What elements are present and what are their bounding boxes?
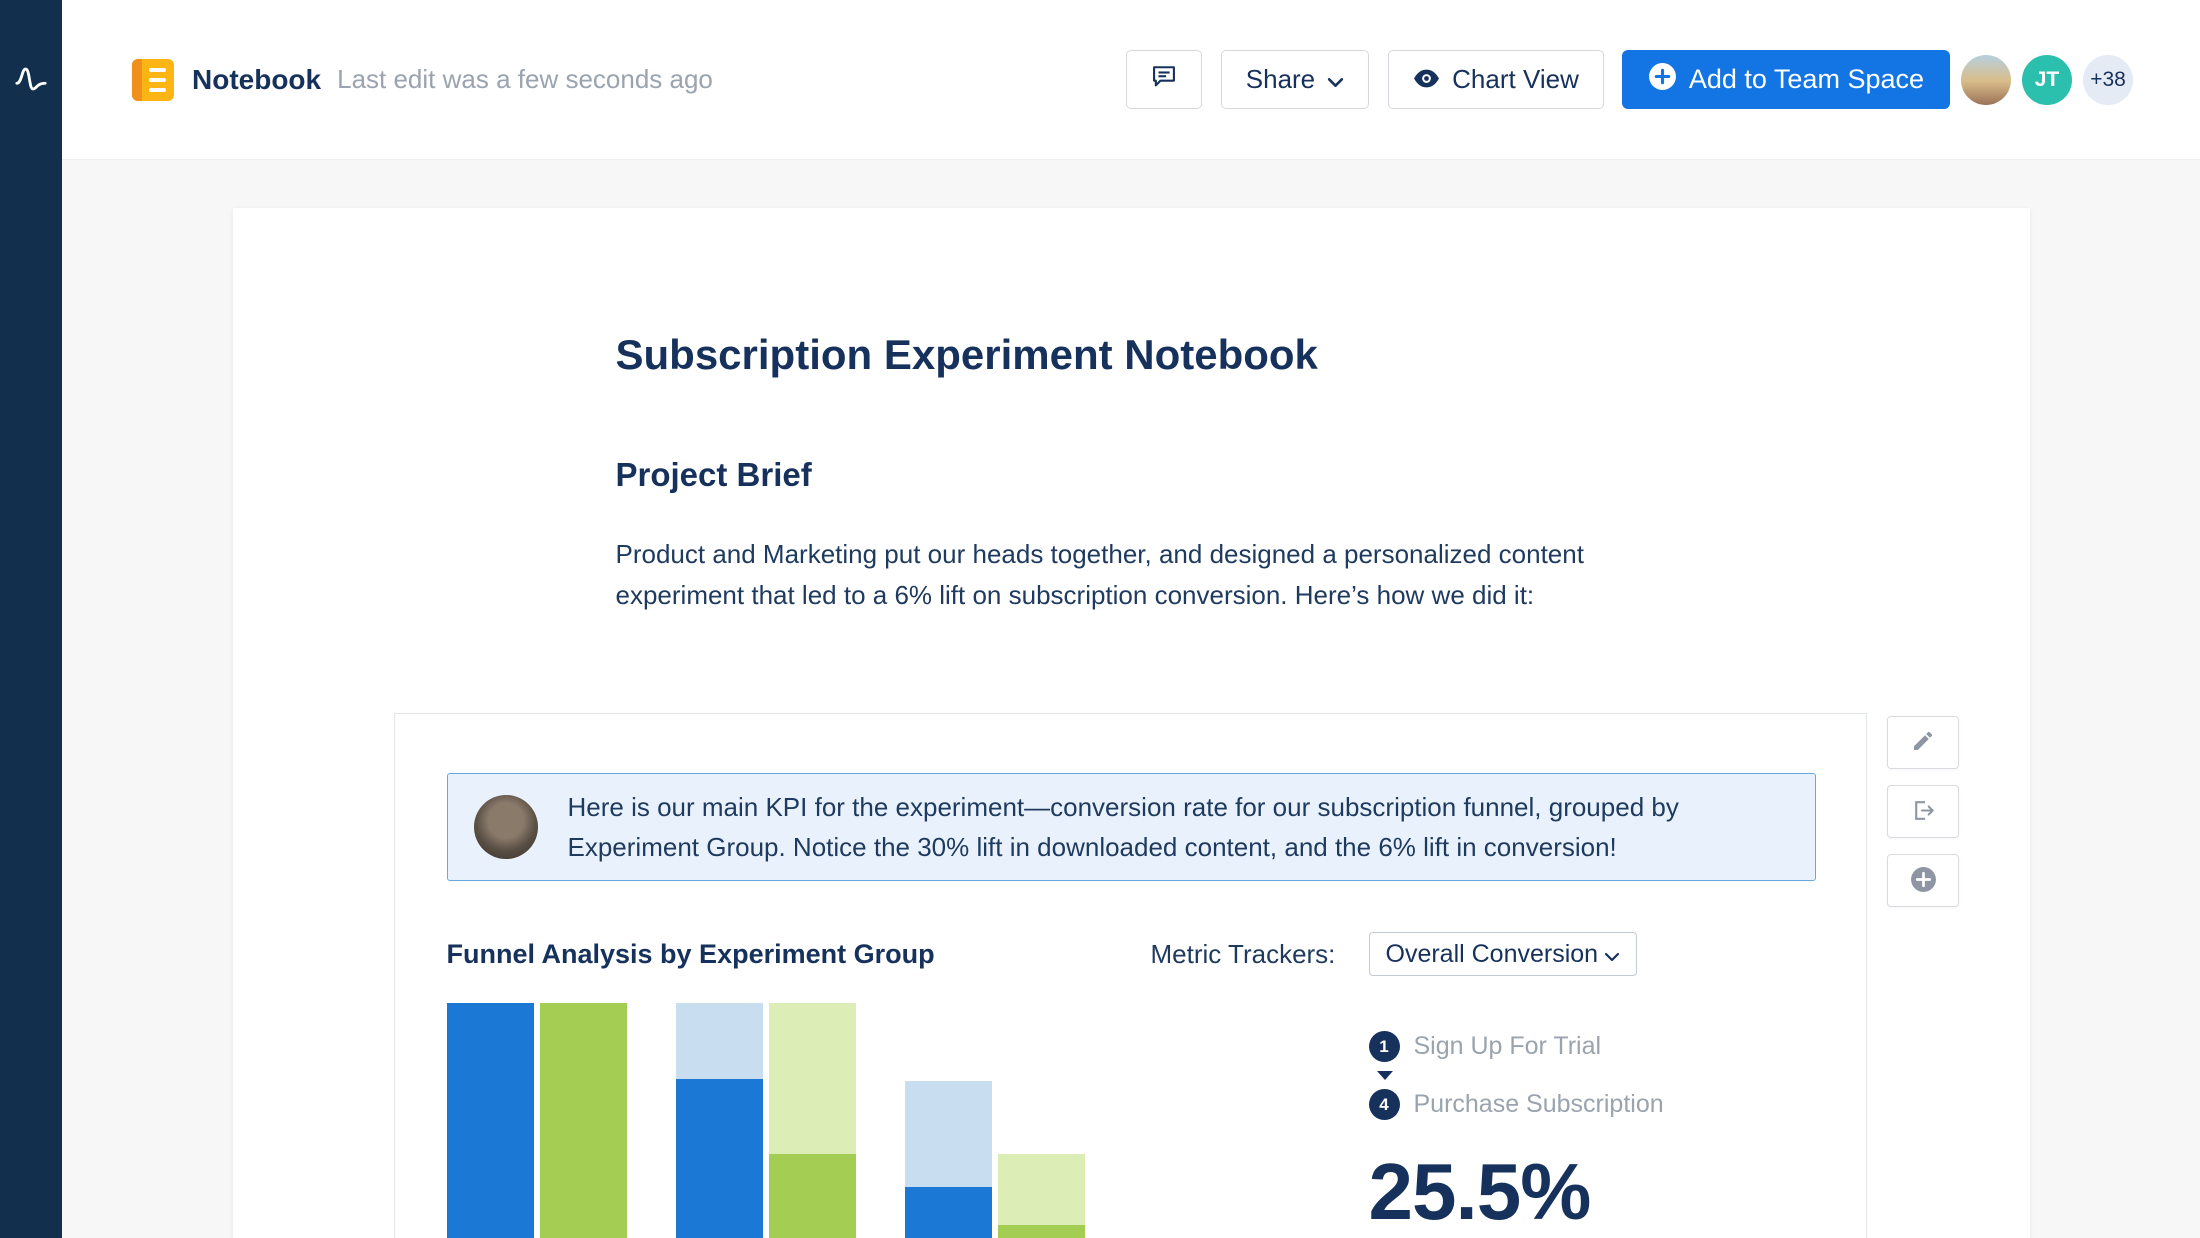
step-range-chevron-icon — [1376, 1071, 1393, 1080]
metric-dropdown-value: Overall Conversion — [1385, 939, 1599, 968]
user-avatar-initials[interactable]: JT — [2022, 54, 2072, 105]
notebook-icon — [132, 58, 174, 101]
funnel-bar[interactable] — [675, 1003, 763, 1238]
notebook-canvas: Subscription Experiment Notebook Project… — [62, 160, 2200, 1238]
intro-paragraph[interactable]: Product and Marketing put our heads toge… — [615, 539, 1584, 610]
funnel-bar-dropoff-segment — [675, 1003, 763, 1079]
chart-view-label: Chart View — [1452, 64, 1579, 94]
header-left: Notebook Last edit was a few seconds ago — [132, 58, 713, 101]
funnel-bar-converted-segment — [768, 1154, 856, 1238]
funnel-bar[interactable] — [446, 1003, 534, 1238]
funnel-step-number-badge: 4 — [1368, 1089, 1400, 1120]
funnel-step-label: Purchase Subscription — [1413, 1090, 1664, 1118]
notebook-title[interactable]: Subscription Experiment Notebook — [615, 331, 1318, 378]
funnel-from-step: 1 Sign Up For Trial — [1368, 1031, 1664, 1062]
funnel-bar-dropoff-segment — [997, 1154, 1085, 1225]
funnel-bar[interactable] — [539, 1003, 627, 1238]
funnel-bar-dropoff-segment — [904, 1081, 992, 1187]
amplitude-logo-icon[interactable] — [14, 62, 48, 96]
metric-trackers-label: Metric Trackers: — [1150, 939, 1336, 969]
funnel-bar-converted-segment — [904, 1187, 992, 1238]
chart-title: Funnel Analysis by Experiment Group — [446, 939, 935, 969]
notebook-icon-spine — [132, 58, 142, 101]
user-avatar-photo[interactable] — [1961, 54, 2011, 105]
comments-button[interactable] — [1125, 50, 1202, 109]
notebook-page: Subscription Experiment Notebook Project… — [232, 208, 2030, 1238]
app-sidebar — [0, 0, 62, 1238]
comment-callout-text: Here is our main KPI for the experiment—… — [567, 792, 1679, 862]
section-heading[interactable]: Project Brief — [615, 456, 812, 493]
funnel-bar[interactable] — [768, 1003, 856, 1238]
block-toolbar — [1887, 716, 1959, 907]
funnel-bar-dropoff-segment — [768, 1003, 856, 1154]
funnel-chart — [446, 1003, 1092, 1238]
chart-widget: Here is our main KPI for the experiment—… — [393, 713, 1867, 1238]
share-button[interactable]: Share — [1220, 50, 1370, 109]
add-to-team-space-label: Add to Team Space — [1688, 64, 1924, 94]
funnel-bar-converted-segment — [539, 1003, 627, 1238]
plus-circle-icon — [1648, 62, 1677, 98]
funnel-bar-converted-segment — [446, 1003, 534, 1238]
add-circle-icon — [1910, 866, 1937, 896]
funnel-bar-converted-segment — [997, 1225, 1085, 1238]
export-block-button[interactable] — [1887, 785, 1959, 838]
avatar-overflow-count[interactable]: +38 — [2083, 54, 2133, 105]
header-right: Share Chart View — [1107, 50, 2133, 109]
kpi-panel: 1 Sign Up For Trial 4 Purchase Subscript… — [1368, 1031, 1664, 1238]
edit-block-button[interactable] — [1887, 716, 1959, 769]
metric-dropdown[interactable]: Overall Conversion — [1368, 932, 1637, 976]
funnel-bar-converted-segment — [675, 1079, 763, 1238]
add-block-button[interactable] — [1887, 854, 1959, 907]
top-header: Notebook Last edit was a few seconds ago… — [62, 0, 2200, 160]
funnel-step-number-badge: 1 — [1368, 1031, 1400, 1062]
comment-icon — [1150, 62, 1178, 97]
comment-callout[interactable]: Here is our main KPI for the experiment—… — [446, 773, 1816, 881]
share-button-label: Share — [1245, 64, 1316, 94]
document-type-label: Notebook — [192, 63, 322, 95]
last-edit-status: Last edit was a few seconds ago — [337, 64, 713, 94]
chevron-down-icon — [1327, 64, 1344, 95]
kpi-conversion-value: 25.5% — [1368, 1147, 1592, 1236]
funnel-to-step: 4 Purchase Subscription — [1368, 1089, 1664, 1120]
comment-author-avatar — [473, 795, 538, 859]
funnel-bar[interactable] — [904, 1003, 992, 1238]
funnel-bar[interactable] — [997, 1003, 1085, 1238]
funnel-step-label: Sign Up For Trial — [1413, 1032, 1602, 1060]
chart-view-button[interactable]: Chart View — [1388, 50, 1604, 109]
export-icon — [1911, 798, 1936, 826]
eye-icon — [1413, 64, 1440, 95]
pencil-icon — [1911, 729, 1935, 756]
add-to-team-space-button[interactable]: Add to Team Space — [1621, 50, 1950, 109]
chevron-down-icon — [1604, 940, 1620, 969]
